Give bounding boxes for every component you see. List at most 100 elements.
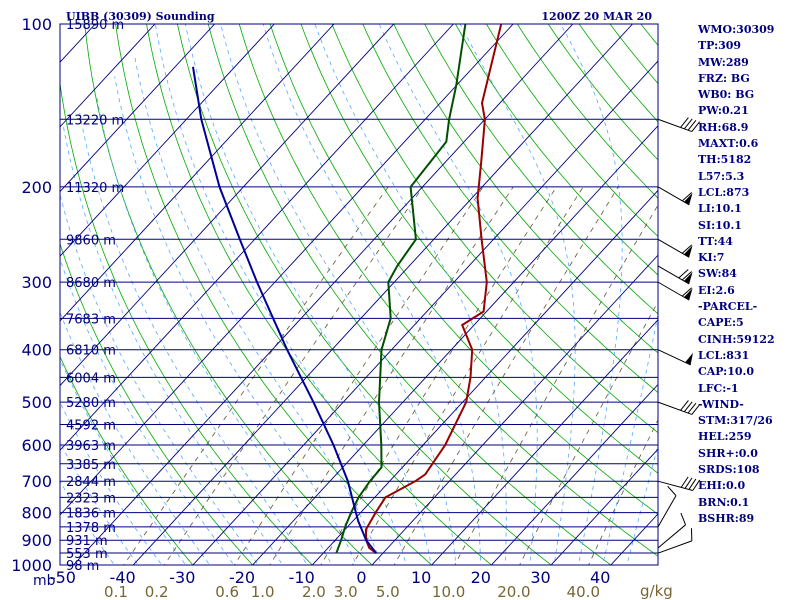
- index-item: TH:5182: [698, 153, 752, 167]
- mixing-ratio-label: 0.1: [104, 583, 128, 600]
- mixing-ratio-line: [233, 186, 484, 565]
- moist-adiabat: [60, 257, 235, 565]
- moist-adiabat: [60, 311, 211, 565]
- index-item: L57:5.3: [698, 169, 745, 183]
- parcel-trace: [192, 66, 378, 554]
- temperature-label: -30: [169, 568, 195, 587]
- dry-adiabat: [362, 24, 658, 394]
- dry-adiabat: [115, 24, 433, 565]
- isotherm: [60, 24, 454, 451]
- wind-barb: [657, 117, 701, 133]
- mixing-ratio-label: 20.0: [497, 583, 530, 600]
- index-item: KI:7: [698, 251, 725, 265]
- isotherm: [251, 125, 658, 565]
- index-item: STM:317/26: [698, 414, 773, 428]
- isotherm: [60, 24, 215, 193]
- index-item: CAPE:5: [698, 316, 744, 330]
- index-item: LFC:-1: [698, 381, 739, 395]
- moist-adiabat: [220, 24, 457, 565]
- pressure-label: 500: [21, 393, 52, 412]
- moist-adiabat: [95, 94, 333, 565]
- temperature-label: 20: [471, 568, 491, 587]
- height-labels: 15890 m 13220 m 11320 m 9860 m 8680 m 7683 m 6…: [66, 18, 124, 574]
- height-label: 2844 m: [66, 475, 116, 490]
- mixing-ratio-lines: [123, 186, 658, 565]
- height-label: 2323 m: [66, 491, 116, 506]
- isotherms: [60, 24, 658, 565]
- pressure-label: 600: [21, 436, 52, 455]
- isotherm: [60, 24, 395, 387]
- plot-area: [60, 24, 658, 565]
- pressure-label: 100: [21, 15, 52, 34]
- pressure-unit: mb: [33, 573, 56, 589]
- temperature-labels: -50 -40 -30 -20 -10 0 10 20 30 40: [50, 568, 611, 587]
- mixing-ratio-line: [269, 186, 514, 565]
- pressure-label: 700: [21, 472, 52, 491]
- station-title: UIBB (30309) Sounding: [66, 10, 215, 23]
- moist-adiabat: [60, 193, 259, 565]
- mixing-ratio-label: 1.0: [251, 583, 275, 600]
- wind-barb: [657, 485, 677, 528]
- moist-adiabat: [184, 24, 432, 565]
- moist-adiabat: [60, 358, 187, 565]
- dry-adiabat: [60, 355, 194, 565]
- isotherm: [72, 24, 574, 565]
- mixing-ratio-labels: 0.1 0.2 0.6 1.0 2.0 3.0 5.0 10.0 20.0 40.0: [104, 583, 600, 600]
- sounding-time: 1200Z 20 MAR 20: [541, 10, 652, 23]
- pressure-label: 200: [21, 178, 52, 197]
- index-item: CAP:10.0: [698, 365, 755, 379]
- height-label: 1378 m: [66, 521, 116, 536]
- height-label: 931 m: [66, 534, 108, 549]
- index-item: SRDS:108: [698, 463, 760, 477]
- isotherm: [371, 254, 658, 565]
- index-item: -WIND-: [698, 397, 744, 411]
- index-item: HEL:259: [698, 430, 752, 444]
- index-item: WB0: BG: [698, 88, 755, 102]
- index-item: PW:0.21: [698, 104, 749, 118]
- wind-barb: [657, 512, 687, 549]
- temperature-label: -20: [229, 568, 255, 587]
- index-item: FRZ: BG: [698, 71, 750, 85]
- height-label: 8680 m: [66, 276, 116, 291]
- wind-barb: [657, 186, 693, 206]
- pressure-label: 1000: [11, 556, 52, 575]
- dry-adiabat: [60, 242, 254, 565]
- index-item: EI:2.6: [698, 283, 735, 297]
- dry-adiabat: [393, 24, 658, 354]
- moist-adiabat: [262, 24, 482, 565]
- dry-adiabat: [177, 24, 552, 565]
- index-item: LCL:831: [698, 348, 750, 362]
- moist-adiabat: [602, 312, 658, 565]
- mixing-ratio-line: [123, 186, 389, 565]
- temperature-trace: [364, 24, 503, 555]
- index-item: LI:10.1: [698, 202, 742, 216]
- dry-adiabat: [60, 80, 313, 565]
- isotherm: [60, 24, 335, 322]
- wind-barb: [657, 281, 693, 301]
- temperature-label: -10: [289, 568, 315, 587]
- temperature-label: 40: [590, 568, 610, 587]
- pressure-label: 400: [21, 341, 52, 360]
- wind-barb: [657, 400, 701, 415]
- mixing-ratio-label: 10.0: [432, 583, 465, 600]
- index-item: EHI:0.0: [698, 479, 746, 493]
- mixing-ratio-unit: g/kg: [640, 582, 673, 600]
- dry-adiabat: [331, 24, 658, 434]
- moist-adiabat: [114, 76, 358, 565]
- mixing-ratio-line: [320, 186, 557, 565]
- dry-adiabat: [269, 24, 658, 515]
- height-label: 13220 m: [66, 113, 124, 128]
- wind-barb: [657, 265, 693, 285]
- dry-adiabat: [300, 24, 658, 474]
- index-item: MAXT:0.6: [698, 137, 759, 151]
- isotherm: [311, 189, 658, 565]
- height-label: 1836 m: [66, 507, 116, 522]
- height-label: 6810 m: [66, 344, 116, 359]
- pressure-label: 900: [21, 531, 52, 550]
- pressure-label: 800: [21, 504, 52, 523]
- isotherm: [60, 24, 275, 257]
- isobars: [60, 24, 658, 565]
- moist-adiabat: [154, 24, 407, 565]
- dry-adiabats: [60, 24, 658, 565]
- wind-barb: [657, 476, 701, 491]
